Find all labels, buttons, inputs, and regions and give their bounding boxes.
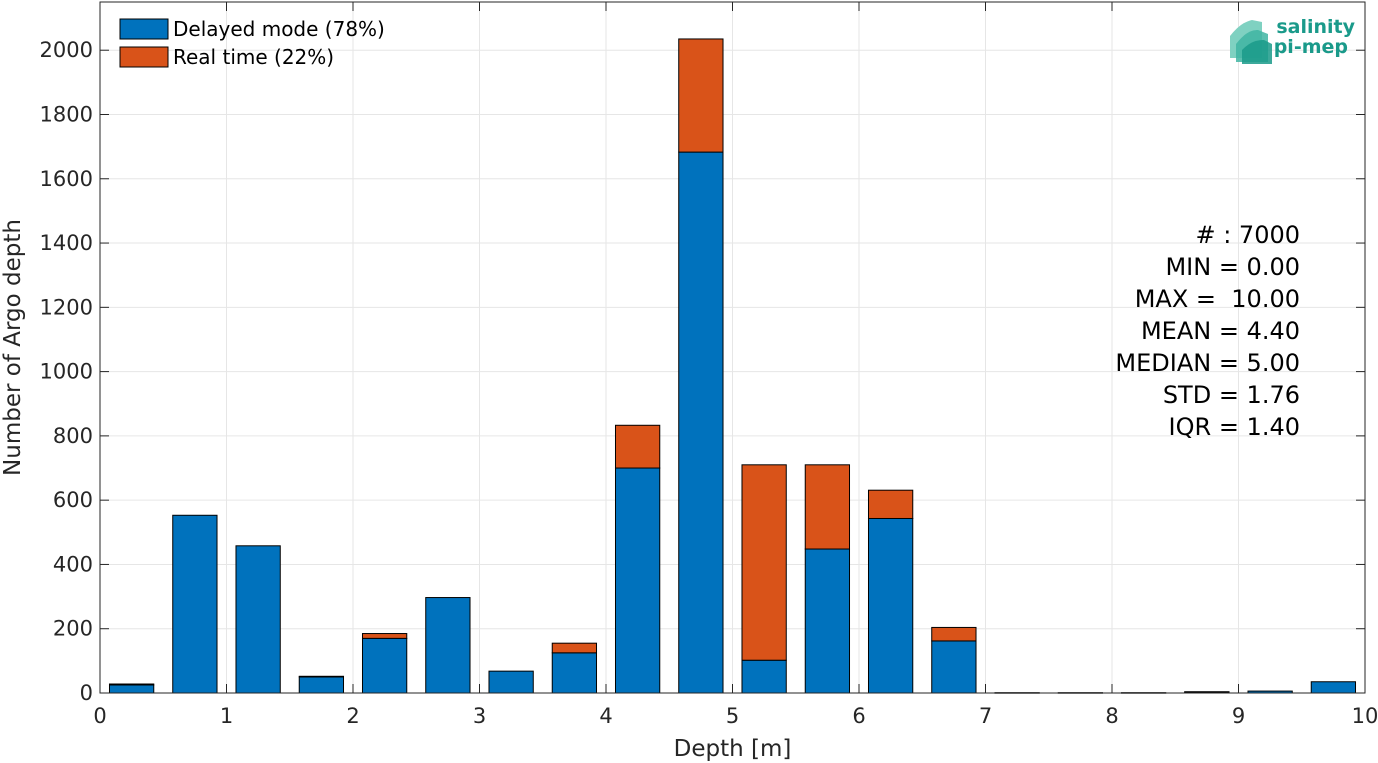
legend-label-0: Delayed mode (78%) xyxy=(173,17,385,41)
x-axis-title: Depth [m] xyxy=(674,736,792,762)
x-tick-label-2: 2 xyxy=(346,704,359,728)
y-tick-label-6: 1200 xyxy=(40,295,93,319)
x-tick-label-0: 0 xyxy=(93,704,106,728)
bar-realtime-8 xyxy=(614,424,661,469)
logo-text-pimep: pi-mep xyxy=(1274,36,1348,58)
x-tick-label-10: 10 xyxy=(1352,704,1378,728)
bar-realtime-17 xyxy=(1184,691,1230,693)
x-tick-label-9: 9 xyxy=(1232,704,1245,728)
bar-delayed-5 xyxy=(425,597,471,694)
legend-label-1: Real time (22%) xyxy=(173,45,334,69)
bar-delayed-2 xyxy=(235,545,281,694)
x-tick-label-7: 7 xyxy=(979,704,992,728)
y-tick-label-5: 1000 xyxy=(40,360,93,384)
logo-text-salinity: salinity xyxy=(1276,16,1355,38)
bar-delayed-3 xyxy=(298,676,345,694)
bar-realtime-3 xyxy=(298,675,345,678)
x-tick-label-8: 8 xyxy=(1105,704,1118,728)
bar-delayed-19 xyxy=(1310,681,1357,694)
x-tick-label-1: 1 xyxy=(220,704,233,728)
x-tick-label-5: 5 xyxy=(726,704,739,728)
wave-icon xyxy=(1230,20,1272,64)
x-tick-label-4: 4 xyxy=(599,704,612,728)
bar-delayed-1 xyxy=(172,514,218,694)
stat-line-4: MEDIAN = 5.00 xyxy=(1115,349,1300,377)
x-tick-label-6: 6 xyxy=(852,704,865,728)
y-tick-label-2: 400 xyxy=(53,552,93,576)
legend-swatch-0 xyxy=(119,18,169,40)
bar-delayed-6 xyxy=(488,670,534,694)
bar-realtime-9 xyxy=(678,38,724,153)
y-tick-label-3: 600 xyxy=(53,488,93,512)
legend-swatch-1 xyxy=(119,46,169,68)
stat-line-3: MEAN = 4.40 xyxy=(1141,317,1300,345)
bar-delayed-7 xyxy=(551,652,598,694)
y-tick-label-7: 1400 xyxy=(40,231,93,255)
y-tick-label-4: 800 xyxy=(53,424,93,448)
bar-delayed-10 xyxy=(741,659,787,694)
bars xyxy=(108,38,1357,694)
y-axis-title: Number of Argo depth xyxy=(0,219,26,476)
bar-delayed-11 xyxy=(804,548,851,694)
grid-lines xyxy=(99,2,1366,694)
y-tick-label-8: 1600 xyxy=(40,167,93,191)
bar-delayed-12 xyxy=(867,517,914,694)
bar-realtime-10 xyxy=(741,464,787,661)
bar-delayed-13 xyxy=(931,640,977,694)
bar-realtime-12 xyxy=(867,489,914,519)
legend: Delayed mode (78%) Real time (22%) xyxy=(119,17,385,69)
stat-line-2: MAX = 10.00 xyxy=(1135,285,1300,313)
bar-realtime-11 xyxy=(804,464,851,550)
bar-realtime-13 xyxy=(931,626,977,642)
stats-box: # : 7000 MIN = 0.00 MAX = 10.00 MEAN = 4.40… xyxy=(1115,221,1300,441)
bar-realtime-0 xyxy=(108,683,155,686)
bar-delayed-4 xyxy=(361,637,408,694)
bar-delayed-8 xyxy=(614,467,661,694)
stat-line-1: MIN = 0.00 xyxy=(1165,253,1300,281)
bar-realtime-7 xyxy=(551,642,598,654)
stat-line-6: IQR = 1.40 xyxy=(1169,413,1300,441)
x-tick-label-3: 3 xyxy=(473,704,486,728)
y-tick-label-9: 1800 xyxy=(40,102,93,126)
axis-ticks: 0 1 2 3 4 5 6 7 8 9 10 0 200 400 600 800 1000 1200 1400 160… xyxy=(40,2,1378,728)
stat-line-5: STD = 1.76 xyxy=(1163,381,1300,409)
y-tick-label-0: 0 xyxy=(80,681,93,705)
y-tick-label-1: 200 xyxy=(53,617,93,641)
bar-delayed-0 xyxy=(108,684,155,694)
bar-delayed-9 xyxy=(678,151,724,694)
y-tick-label-10: 2000 xyxy=(40,38,93,62)
bar-realtime-4 xyxy=(361,633,408,639)
stat-line-0: # : 7000 xyxy=(1195,221,1300,249)
